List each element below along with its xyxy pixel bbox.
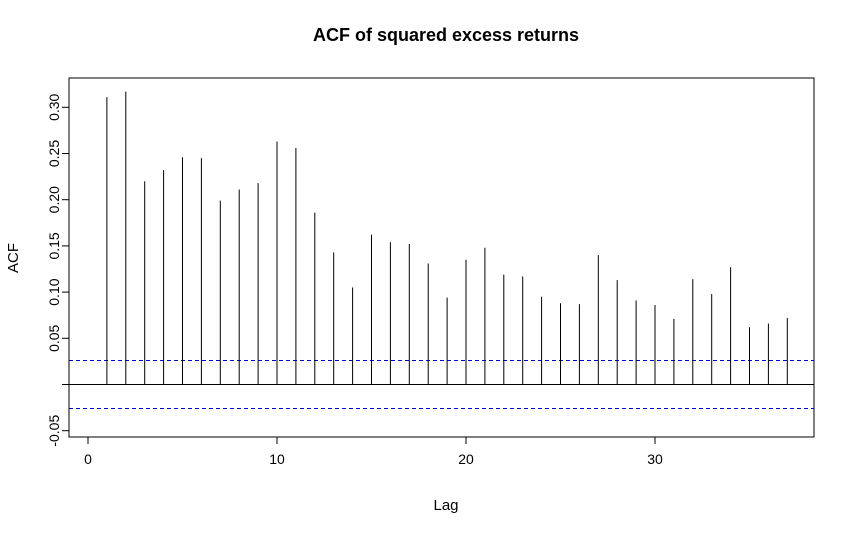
x-tick-label: 20 [458,451,474,467]
y-axis-label: ACF [5,243,22,273]
x-tick-label: 30 [647,451,663,467]
x-axis: 0 10 20 30 [84,436,663,467]
y-tick-label: 0.20 [46,186,62,213]
x-tick-label: 0 [84,451,92,467]
x-tick-label: 10 [269,451,285,467]
y-tick-label: 0.10 [46,278,62,305]
x-axis-label: Lag [433,497,458,514]
y-tick-label: 0.25 [46,140,62,167]
chart-title: ACF of squared excess returns [313,25,579,45]
y-tick-label: 0.15 [46,232,62,259]
y-tick-label: 0.05 [46,324,62,351]
acf-spikes [106,91,788,385]
y-axis: -0.05 0.05 0.10 0.15 0.20 0.25 0.30 [46,93,70,447]
confidence-bounds [69,359,814,410]
y-tick-label: 0.30 [46,93,62,120]
plot-frame [68,77,815,438]
y-tick-label: -0.05 [46,415,62,447]
